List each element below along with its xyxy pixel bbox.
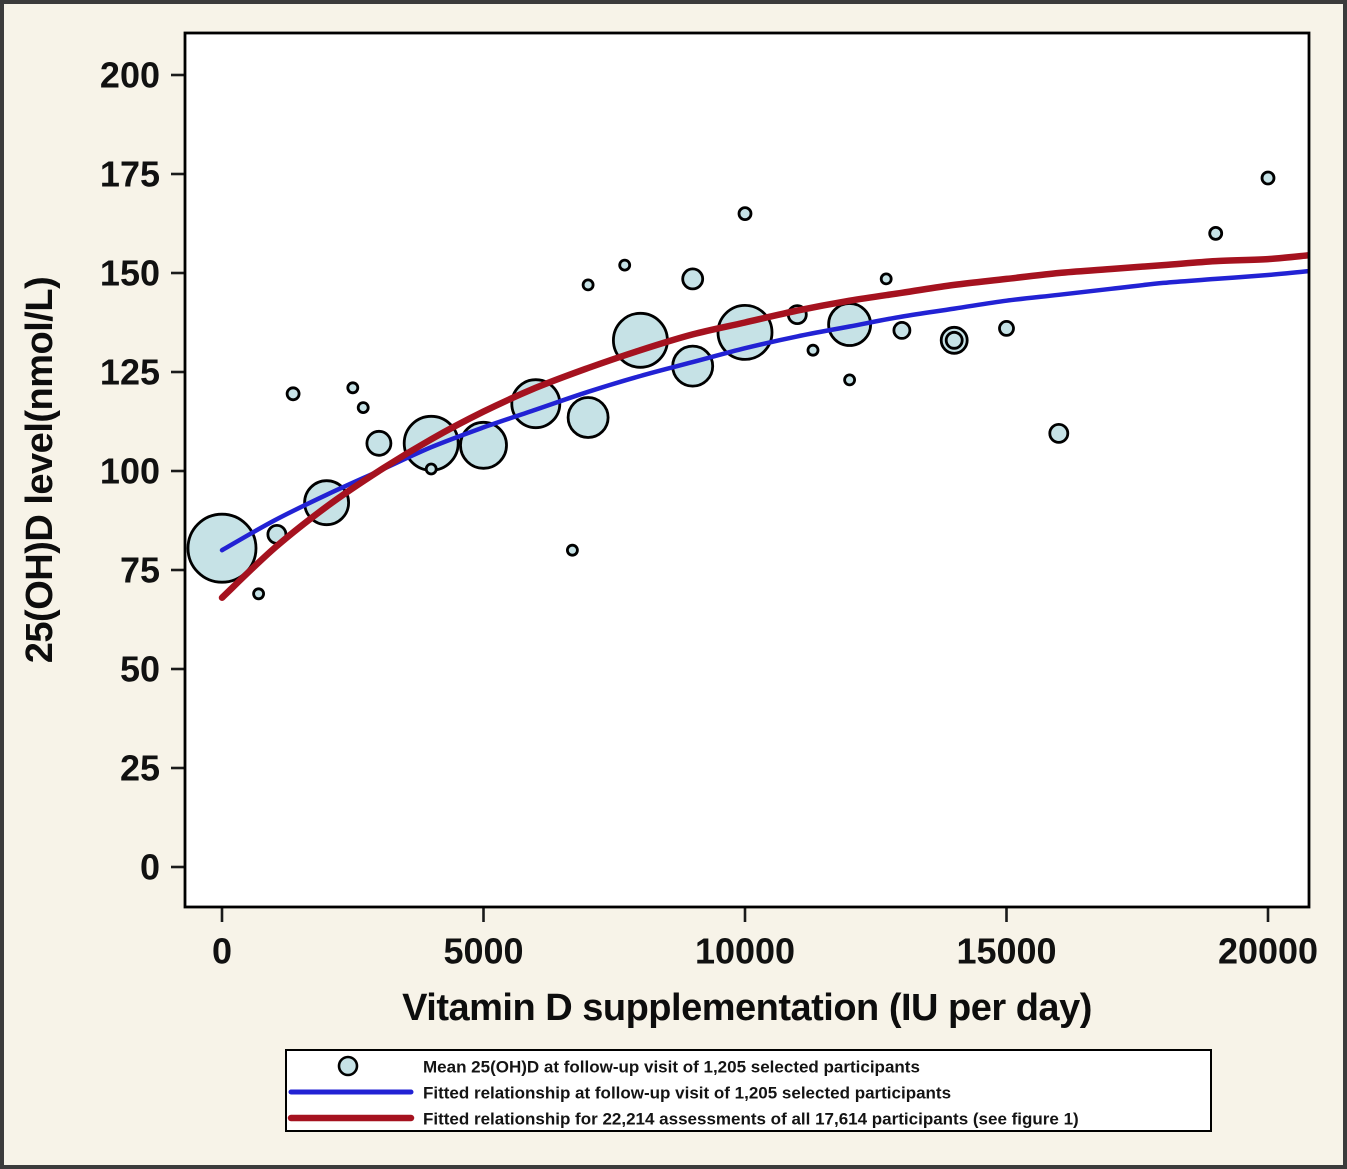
legend-label-bubbles: Mean 25(OH)D at follow-up visit of 1,205…: [423, 1058, 920, 1077]
fitted-line-selected: [219, 268, 1309, 553]
x-tick-label: 15000: [956, 931, 1056, 972]
legend-bubble-marker-icon: [337, 1055, 359, 1077]
x-tick-label: 10000: [695, 931, 795, 972]
x-axis-title: Vitamin D supplementation (IU per day): [402, 987, 1092, 1029]
y-tick-label: 0: [140, 847, 160, 888]
bubble-point: [944, 330, 964, 350]
bubble-point: [1048, 422, 1070, 444]
plot-border: [183, 31, 1311, 909]
bubble-point: [843, 373, 856, 387]
axes-ticks: 0 25 50 75 100 125 150 175 200 0 5000 10000 15000 200…: [100, 55, 1318, 972]
y-tick-label: 125: [100, 352, 160, 393]
x-tick-label: 5000: [443, 931, 523, 972]
y-tick-label: 75: [120, 550, 160, 591]
bubble-point: [806, 343, 820, 357]
bubble-point: [681, 267, 705, 291]
bubble-point: [566, 543, 579, 557]
y-tick-label: 150: [100, 253, 160, 294]
bubble-point: [356, 401, 370, 415]
legend-label-fitted-selected: Fitted relationship at follow-up visit o…: [423, 1084, 951, 1103]
x-tick-label: 0: [212, 931, 232, 972]
bubble-point: [892, 320, 912, 340]
bubble-point: [737, 206, 753, 222]
y-tick-label: 175: [100, 154, 160, 195]
bubble-point: [998, 319, 1015, 337]
y-tick-label: 25: [120, 748, 160, 789]
y-tick-label: 200: [100, 55, 160, 96]
bubble-point: [879, 272, 893, 286]
y-axis-title: 25(OH)D level(nmol/L): [19, 277, 61, 663]
legend-label-fitted-all: Fitted relationship for 22,214 assessmen…: [423, 1110, 1079, 1129]
bubble-point: [1260, 170, 1276, 186]
x-tick-label: 20000: [1218, 931, 1318, 972]
bubble-point: [581, 278, 595, 292]
bubble-point: [346, 381, 360, 395]
legend-frame: [285, 1049, 1212, 1132]
y-tick-label: 50: [120, 649, 160, 690]
bubble-point: [252, 587, 266, 601]
bubble-point: [566, 396, 610, 439]
plot-area: [185, 33, 1309, 907]
bubble-point: [402, 414, 460, 472]
bubble-point: [1208, 225, 1224, 241]
bubble-point: [285, 386, 301, 402]
bubble-point: [365, 429, 393, 457]
legend: Mean 25(OH)D at follow-up visit of 1,205…: [285, 1049, 1212, 1132]
y-tick-label: 100: [100, 451, 160, 492]
bubble-point: [424, 462, 438, 476]
bubble-point: [618, 258, 632, 272]
fitted-lines: [218, 252, 1309, 601]
fitted-line-all: [218, 252, 1309, 601]
